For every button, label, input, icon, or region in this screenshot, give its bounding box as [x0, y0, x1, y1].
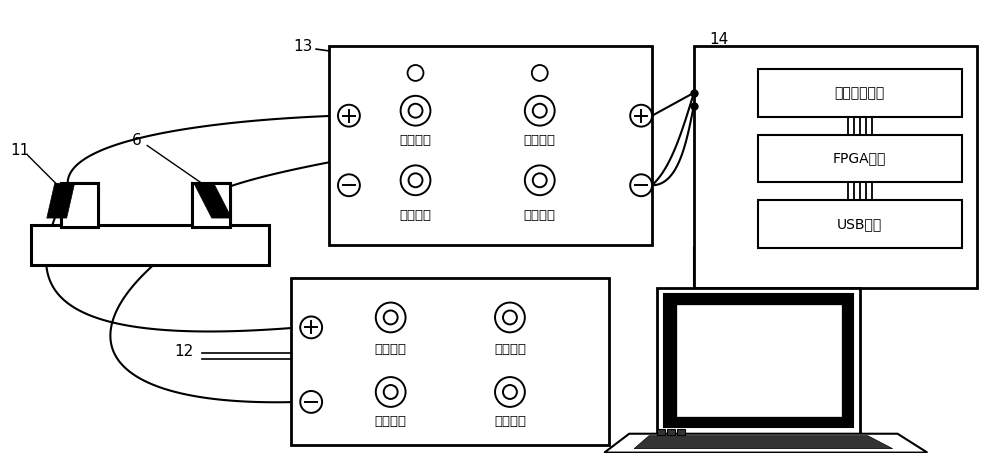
Circle shape [376, 302, 406, 332]
Bar [61, 183, 98, 227]
Circle shape [533, 173, 547, 187]
Bar [677, 429, 685, 435]
Polygon shape [657, 288, 860, 434]
Text: 数模转换芯片: 数模转换芯片 [835, 86, 885, 100]
Bar [694, 46, 977, 288]
Polygon shape [194, 183, 232, 218]
Circle shape [384, 385, 398, 399]
Text: 脉冲幅値: 脉冲幅値 [375, 343, 407, 356]
Circle shape [338, 105, 360, 127]
Circle shape [532, 65, 548, 81]
Text: 6: 6 [132, 133, 142, 148]
Bar [667, 429, 675, 435]
Polygon shape [677, 305, 841, 416]
Text: 11: 11 [10, 143, 30, 158]
Bar [758, 134, 962, 182]
Circle shape [376, 377, 406, 407]
Polygon shape [634, 436, 893, 449]
Text: 高通滤波: 高通滤波 [524, 208, 556, 222]
Text: FPGA芯片: FPGA芯片 [833, 152, 886, 165]
Circle shape [338, 174, 360, 196]
Text: 低通滤波: 低通滤波 [400, 208, 432, 222]
Bar [758, 69, 962, 117]
Text: USB芯片: USB芯片 [837, 217, 882, 231]
Bar [329, 46, 652, 245]
Text: 脉冲能量: 脉冲能量 [494, 343, 526, 356]
Circle shape [495, 302, 525, 332]
Bar [758, 200, 962, 248]
Circle shape [300, 316, 322, 338]
Circle shape [533, 104, 547, 118]
Text: 增益粗调: 增益粗调 [400, 134, 432, 147]
Circle shape [300, 391, 322, 413]
Circle shape [630, 105, 652, 127]
Polygon shape [604, 434, 927, 453]
Circle shape [525, 96, 555, 126]
Circle shape [495, 377, 525, 407]
Bar [657, 429, 665, 435]
Circle shape [408, 65, 423, 81]
Circle shape [409, 104, 422, 118]
Bar [192, 183, 230, 227]
Text: 激励阻尼: 激励阻尼 [494, 415, 526, 428]
Circle shape [401, 165, 430, 195]
Text: 脉冲频率: 脉冲频率 [375, 415, 407, 428]
Text: 12: 12 [175, 344, 194, 359]
Polygon shape [664, 294, 853, 427]
Circle shape [630, 174, 652, 196]
Circle shape [503, 311, 517, 325]
Text: 14: 14 [709, 32, 728, 47]
Circle shape [401, 96, 430, 126]
Circle shape [384, 311, 398, 325]
Circle shape [503, 385, 517, 399]
Text: 增益微调: 增益微调 [524, 134, 556, 147]
Circle shape [409, 173, 422, 187]
Circle shape [525, 165, 555, 195]
Polygon shape [47, 183, 75, 218]
Bar [61, 183, 98, 227]
Bar [192, 183, 230, 227]
Bar [31, 225, 269, 265]
Bar [291, 278, 609, 444]
Text: 13: 13 [294, 39, 313, 54]
